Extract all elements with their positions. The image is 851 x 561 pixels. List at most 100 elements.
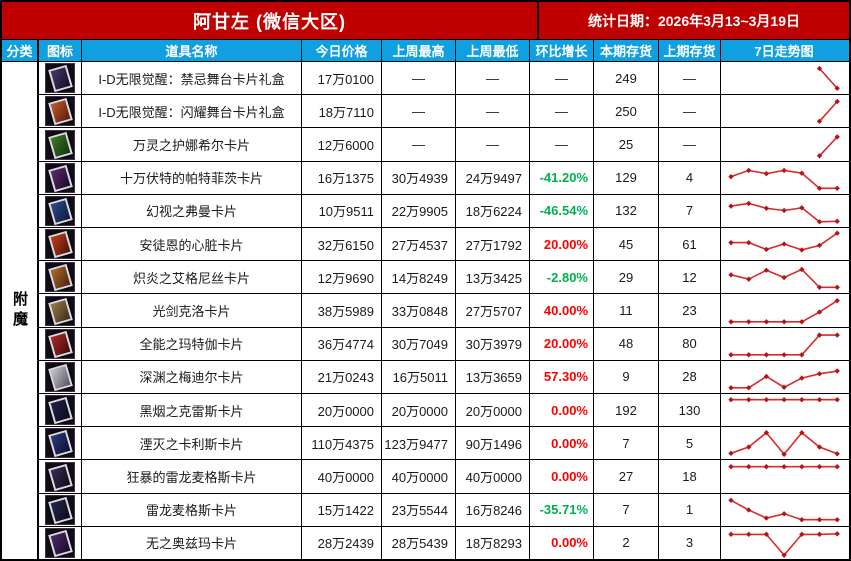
trend-sparkline <box>721 427 847 459</box>
week-low-price: 27万1792 <box>456 228 530 261</box>
title-bar: 阿甘左 (微信大区) 统计日期：2026年3月13~3月19日 <box>2 2 849 40</box>
item-icon <box>39 62 82 95</box>
card-icon <box>45 428 75 459</box>
week-high-price: 23万5544 <box>382 493 456 526</box>
item-name: 雷龙麦格斯卡片 <box>82 493 302 526</box>
card-art <box>48 98 73 126</box>
stock-current: 249 <box>594 62 659 95</box>
stock-previous: 12 <box>659 261 721 294</box>
col-header-stock-current: 本期存货 <box>594 40 659 61</box>
card-icon <box>45 229 75 260</box>
today-price: 110万4375 <box>302 427 382 460</box>
col-header-item-name: 道具名称 <box>82 40 302 61</box>
col-header-icon: 图标 <box>39 40 82 61</box>
item-name: 光剑克洛卡片 <box>82 294 302 327</box>
today-price: 16万1375 <box>302 161 382 194</box>
week-high-price: — <box>382 62 456 95</box>
card-icon <box>45 395 75 426</box>
stock-previous: 3 <box>659 526 721 560</box>
stock-previous: 28 <box>659 360 721 394</box>
table-row: 幻视之弗曼卡片 10万9511 22万9905 18万6224 -46.54% … <box>39 194 849 229</box>
today-price: 12万6000 <box>302 128 382 161</box>
today-price: 21万0243 <box>302 360 382 394</box>
column-header-row: 分类 图标 道具名称 今日价格 上周最高 上周最低 环比增长 本期存货 上期存货… <box>2 40 849 62</box>
stock-previous: 7 <box>659 194 721 228</box>
week-low-price: 13万3425 <box>456 261 530 294</box>
item-name: 狂暴的雷龙麦格斯卡片 <box>82 460 302 493</box>
table-row: 狂暴的雷龙麦格斯卡片 40万0000 40万0000 40万0000 0.00%… <box>39 460 849 494</box>
growth-rate: -2.80% <box>530 261 594 294</box>
week-high-price: 33万0848 <box>382 294 456 327</box>
today-price: 40万0000 <box>302 460 382 493</box>
trend-sparkline <box>721 361 847 393</box>
item-icon <box>39 493 82 526</box>
card-art <box>48 529 73 557</box>
card-art <box>48 330 73 358</box>
table-row: 深渊之梅迪尔卡片 21万0243 16万5011 13万3659 57.30% … <box>39 360 849 395</box>
today-price: 38万5989 <box>302 294 382 327</box>
week-low-price: 18万8293 <box>456 526 530 560</box>
item-name: I-D无限觉醒：闪耀舞台卡片礼盒 <box>82 95 302 128</box>
trend-sparkline <box>721 394 847 426</box>
stock-previous: — <box>659 128 721 161</box>
card-art <box>48 463 73 491</box>
col-header-category: 分类 <box>2 40 39 61</box>
week-low-price: 24万9497 <box>456 161 530 194</box>
card-art <box>48 430 73 458</box>
trend-sparkline <box>721 162 847 194</box>
growth-rate: 0.00% <box>530 394 594 427</box>
growth-rate: 20.00% <box>530 228 594 261</box>
table-row: 炽炎之艾格尼丝卡片 12万9690 14万8249 13万3425 -2.80%… <box>39 261 849 295</box>
trend-sparkline <box>721 95 847 127</box>
card-icon <box>45 461 75 492</box>
week-low-price: — <box>456 128 530 161</box>
card-art <box>48 363 73 391</box>
report-date-label: 统计日期：2026年3月13~3月19日 <box>537 2 849 39</box>
item-name: 十万伏特的帕特菲茨卡片 <box>82 161 302 194</box>
item-icon <box>39 360 82 394</box>
card-art <box>48 197 73 225</box>
table-body: 附魔 I-D无限觉醒：禁忌舞台卡片礼盒 17万0100 — — — 249 — … <box>2 62 849 560</box>
trend-sparkline <box>721 195 847 227</box>
week-low-price: 90万1496 <box>456 427 530 460</box>
stock-previous: 5 <box>659 427 721 460</box>
table-row: 万灵之护娜希尔卡片 12万6000 — — — 25 — <box>39 128 849 162</box>
week-low-price: 18万6224 <box>456 194 530 228</box>
card-art <box>48 131 73 159</box>
item-icon <box>39 128 82 161</box>
week-high-price: 30万4939 <box>382 161 456 194</box>
card-art <box>48 230 73 259</box>
week-high-price: 20万0000 <box>382 394 456 427</box>
stock-current: 7 <box>594 493 659 526</box>
week-low-price: 40万0000 <box>456 460 530 493</box>
week-high-price: — <box>382 95 456 128</box>
stock-current: 11 <box>594 294 659 327</box>
growth-rate: 0.00% <box>530 526 594 560</box>
item-name: 安徒恩的心脏卡片 <box>82 228 302 261</box>
trend-sparkline <box>721 460 847 492</box>
today-price: 10万9511 <box>302 194 382 228</box>
item-icon <box>39 261 82 294</box>
table-row: 光剑克洛卡片 38万5989 33万0848 27万5707 40.00% 11… <box>39 294 849 328</box>
stock-previous: 61 <box>659 228 721 261</box>
stock-current: 7 <box>594 427 659 460</box>
table-row: 全能之玛特伽卡片 36万4774 30万7049 30万3979 20.00% … <box>39 327 849 361</box>
stock-current: 48 <box>594 327 659 360</box>
card-icon <box>45 262 75 293</box>
item-name: 万灵之护娜希尔卡片 <box>82 128 302 161</box>
item-name: 全能之玛特伽卡片 <box>82 327 302 360</box>
card-art <box>48 264 73 292</box>
trend-sparkline <box>721 261 847 293</box>
stock-current: 27 <box>594 460 659 493</box>
stock-current: 9 <box>594 360 659 394</box>
item-icon <box>39 427 82 460</box>
week-high-price: 40万0000 <box>382 460 456 493</box>
week-low-price: — <box>456 62 530 95</box>
today-price: 15万1422 <box>302 493 382 526</box>
growth-rate: 0.00% <box>530 460 594 493</box>
item-icon <box>39 95 82 128</box>
stock-current: 29 <box>594 261 659 294</box>
stock-previous: — <box>659 95 721 128</box>
item-name: I-D无限觉醒：禁忌舞台卡片礼盒 <box>82 62 302 95</box>
